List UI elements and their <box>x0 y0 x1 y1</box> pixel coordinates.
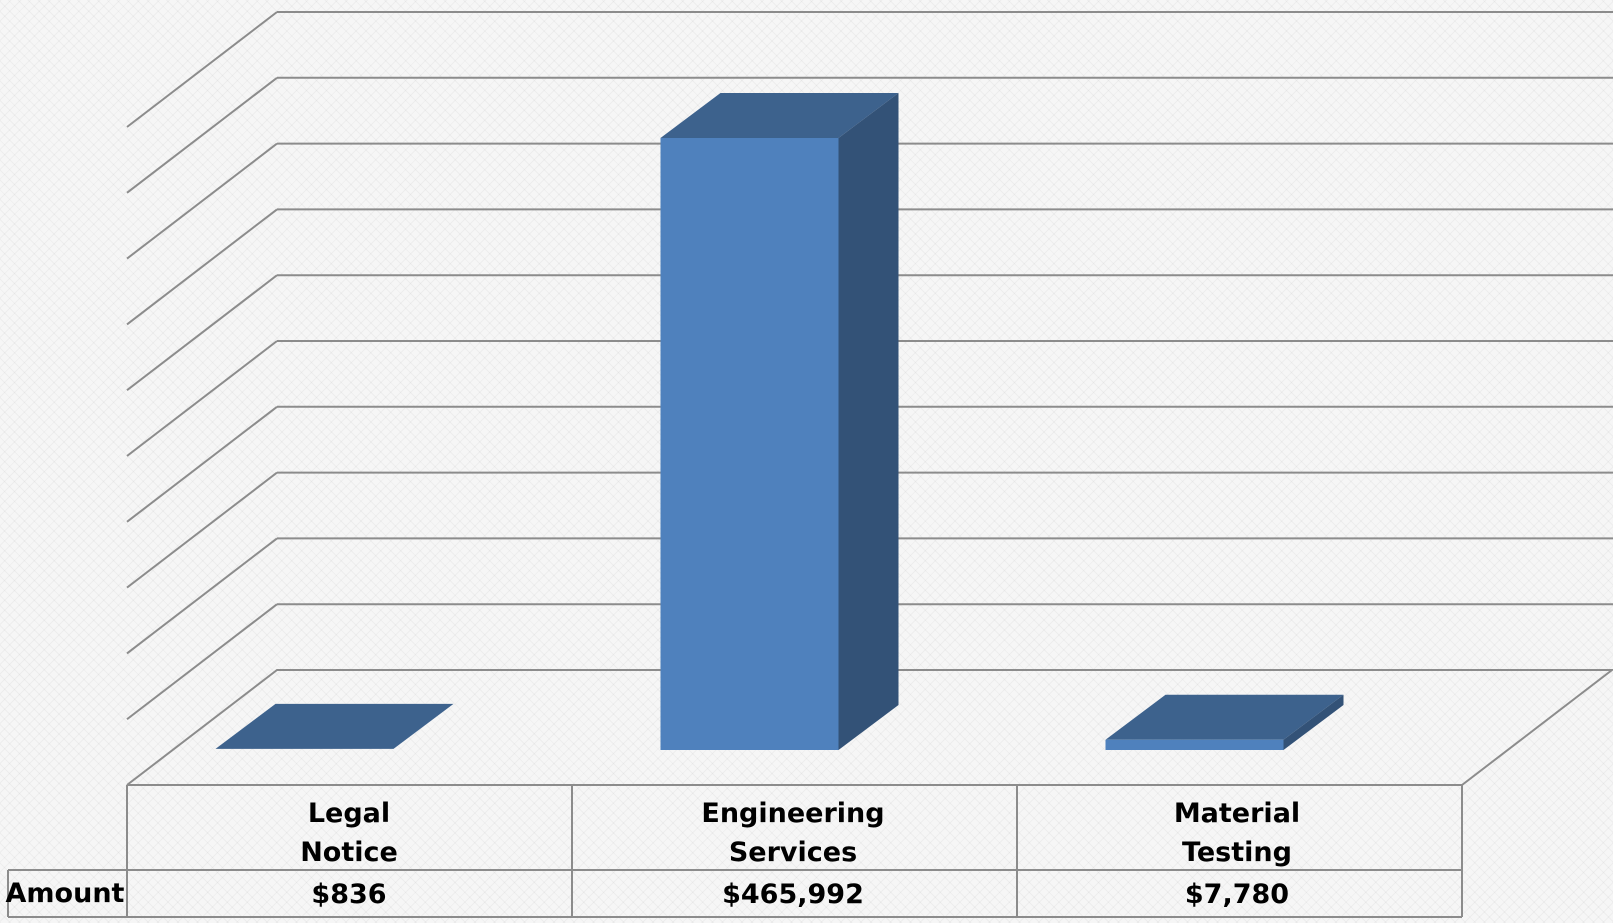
category-label-material-testing-line2: Testing <box>1182 837 1292 868</box>
gridline-side-7 <box>126 208 278 326</box>
bar-top-2 <box>1105 694 1344 740</box>
gridline-side-2 <box>126 537 278 655</box>
bar-front-1 <box>660 137 839 750</box>
bar-top-0 <box>215 703 454 749</box>
bar-side-1 <box>838 92 899 750</box>
category-label-material-testing: Material <box>1174 798 1300 829</box>
gridline-side-6 <box>126 274 278 391</box>
gridline-side-10 <box>126 11 278 128</box>
category-label-engineering-services: Engineering <box>701 798 884 829</box>
bar-front-2 <box>1105 739 1284 750</box>
gridline-side-8 <box>126 142 278 260</box>
gridline-side-9 <box>126 77 278 194</box>
gridline-side-5 <box>126 340 278 457</box>
gridline-side-3 <box>126 471 278 589</box>
category-label-legal-notice-line2: Notice <box>300 837 398 868</box>
value-label-engineering-services: $465,992 <box>722 879 864 910</box>
gridlines <box>126 11 1613 786</box>
data-table <box>7 784 1463 918</box>
gridline-side-1 <box>126 603 278 720</box>
value-label-legal-notice: $836 <box>311 879 386 910</box>
category-label-engineering-services-line2: Services <box>729 837 857 868</box>
bar-side-2 <box>1283 694 1344 750</box>
series-name-amount: Amount <box>6 878 125 909</box>
value-label-material-testing: $7,780 <box>1185 879 1289 910</box>
bars <box>215 92 1344 750</box>
category-label-legal-notice: Legal <box>308 798 390 829</box>
floor-outline <box>126 669 1613 786</box>
gridline-side-4 <box>126 406 278 523</box>
bar-top-1 <box>660 92 899 138</box>
